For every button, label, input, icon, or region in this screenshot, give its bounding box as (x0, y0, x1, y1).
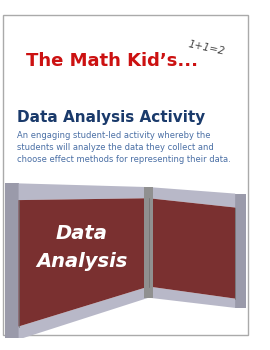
Text: The Math Kid’s...: The Math Kid’s... (26, 52, 198, 70)
Text: Analysis: Analysis (36, 252, 127, 271)
Text: An engaging student-led activity whereby the: An engaging student-led activity whereby… (17, 131, 210, 140)
Text: choose effect methods for representing their data.: choose effect methods for representing t… (17, 155, 231, 164)
Polygon shape (144, 187, 153, 298)
Polygon shape (235, 194, 246, 308)
Polygon shape (19, 183, 149, 200)
Text: 1+1=2: 1+1=2 (187, 39, 226, 56)
Text: Data Analysis Activity: Data Analysis Activity (17, 110, 205, 125)
Polygon shape (149, 287, 235, 308)
Polygon shape (149, 198, 235, 299)
Polygon shape (19, 198, 149, 327)
Text: students will analyze the data they collect and: students will analyze the data they coll… (17, 144, 214, 152)
Polygon shape (149, 187, 235, 208)
Polygon shape (19, 287, 149, 340)
Text: Data: Data (56, 224, 108, 243)
Polygon shape (5, 183, 19, 340)
